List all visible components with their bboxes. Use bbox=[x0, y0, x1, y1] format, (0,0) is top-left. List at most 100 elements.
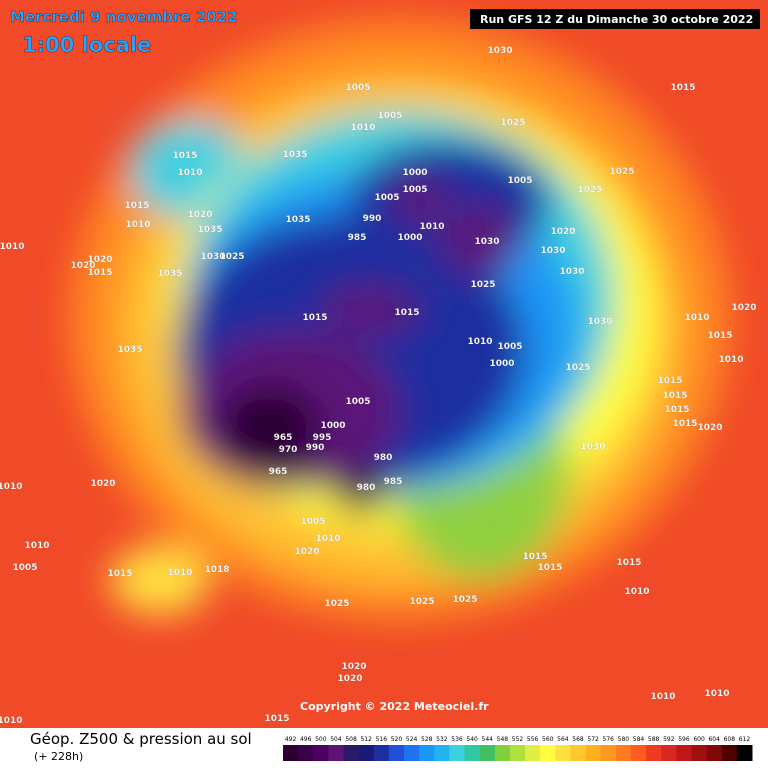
colorbar-label: 552 bbox=[512, 736, 524, 743]
colorbar-label: 556 bbox=[527, 736, 539, 743]
colorbar-label: 608 bbox=[724, 736, 736, 743]
isobar-label: 1035 bbox=[157, 269, 182, 279]
isobar-label: 995 bbox=[313, 433, 332, 443]
isobar-label: 1010 bbox=[350, 123, 375, 133]
isobar-label: 1030 bbox=[540, 246, 565, 256]
colorbar-swatch bbox=[494, 745, 511, 761]
isobar-label: 1015 bbox=[107, 569, 132, 579]
isobar-label: 1030 bbox=[474, 237, 499, 247]
isobar-label: 1010 bbox=[125, 220, 150, 230]
colorbar-swatch bbox=[358, 745, 375, 761]
isobar-label: 1010 bbox=[315, 534, 340, 544]
isobar-label: 985 bbox=[384, 477, 403, 487]
isobar-label: 1010 bbox=[167, 568, 192, 578]
colorbar-label: 492 bbox=[285, 736, 297, 743]
colorbar-label: 592 bbox=[663, 736, 675, 743]
colorbar-swatch bbox=[661, 745, 677, 761]
isobar-label: 980 bbox=[357, 483, 376, 493]
isobar-label: 1020 bbox=[294, 547, 319, 557]
isobar-label: 985 bbox=[348, 233, 367, 243]
colorbar-label: 536 bbox=[451, 736, 463, 743]
colorbar-label: 516 bbox=[376, 736, 388, 743]
isobar-label: 1035 bbox=[282, 150, 307, 160]
footer-title: Géop. Z500 & pression au sol bbox=[30, 730, 252, 748]
copyright: Copyright © 2022 Meteociel.fr bbox=[300, 700, 489, 713]
isobar-label: 990 bbox=[306, 443, 325, 453]
colorbar-label: 540 bbox=[466, 736, 478, 743]
isobar-label: 965 bbox=[274, 433, 293, 443]
isobar-label: 1020 bbox=[70, 261, 95, 271]
isobar-label: 1015 bbox=[537, 563, 562, 573]
colorbar-label: 528 bbox=[421, 736, 433, 743]
colorbar-label: 560 bbox=[542, 736, 554, 743]
colorbar-label: 532 bbox=[436, 736, 448, 743]
isobar-label: 1015 bbox=[672, 419, 697, 429]
colorbar-label: 604 bbox=[708, 736, 720, 743]
isobar-label: 1015 bbox=[394, 308, 419, 318]
isobar-label: 1020 bbox=[187, 210, 212, 220]
isobar-label: 1035 bbox=[285, 215, 310, 225]
colorbar-swatch bbox=[646, 745, 662, 761]
colorbar-swatch bbox=[600, 745, 617, 761]
map bbox=[0, 0, 768, 728]
isobar-label: 1010 bbox=[467, 337, 492, 347]
isobar-label: 1010 bbox=[177, 168, 202, 178]
isobar-label: 970 bbox=[279, 445, 298, 455]
colorbar-swatch bbox=[630, 745, 647, 761]
colorbar-swatch bbox=[585, 745, 602, 761]
colorbar-label: 504 bbox=[330, 736, 342, 743]
colorbar-swatch bbox=[283, 745, 299, 761]
isobar-label: 1030 bbox=[587, 317, 612, 327]
colorbar-swatch bbox=[449, 745, 466, 761]
isobar-label: 1015 bbox=[124, 201, 149, 211]
colorbar-swatch bbox=[464, 745, 481, 761]
isobar-label: 1000 bbox=[397, 233, 422, 243]
colorbar-swatch bbox=[540, 745, 556, 761]
isobar-label: 1005 bbox=[345, 83, 370, 93]
isobar-labels: 1030101510051010100510251015101010351015… bbox=[0, 46, 757, 726]
isobar-label: 1010 bbox=[0, 716, 23, 726]
colorbar-label: 580 bbox=[618, 736, 630, 743]
isobar-label: 1010 bbox=[684, 313, 709, 323]
colorbar-label: 548 bbox=[497, 736, 509, 743]
isobar-label: 1020 bbox=[341, 662, 366, 672]
isobar-label: 1015 bbox=[522, 552, 547, 562]
isobar-label: 1005 bbox=[377, 111, 402, 121]
colorbar-swatch bbox=[706, 745, 723, 761]
colorbar-swatch bbox=[373, 745, 390, 761]
isobar-label: 990 bbox=[363, 214, 382, 224]
isobar-label: 1025 bbox=[219, 252, 244, 262]
date: Mercredi 9 novembre 2022 bbox=[10, 8, 238, 26]
isobar-label: 1035 bbox=[197, 225, 222, 235]
isobar-label: 1000 bbox=[489, 359, 514, 369]
colorbar-swatch bbox=[388, 745, 405, 761]
isobar-label: 1015 bbox=[662, 391, 687, 401]
colorbar-label: 600 bbox=[693, 736, 705, 743]
colorbar-label: 596 bbox=[678, 736, 690, 743]
colorbar-swatch bbox=[313, 745, 329, 761]
isobar-label: 1025 bbox=[409, 597, 434, 607]
isobar-label: 965 bbox=[269, 467, 288, 477]
colorbar-swatch bbox=[479, 745, 496, 761]
colorbar-swatch bbox=[691, 745, 708, 761]
local-time: 1:00 locale bbox=[22, 33, 151, 57]
isobar-label: 1020 bbox=[90, 479, 115, 489]
isobar-label: 1010 bbox=[624, 587, 649, 597]
colorbar-swatch bbox=[525, 745, 541, 761]
isobar-label: 1015 bbox=[616, 558, 641, 568]
isobar-label: 1010 bbox=[650, 692, 675, 702]
footer-lead: (+ 228h) bbox=[34, 750, 83, 763]
isobar-label: 1030 bbox=[200, 252, 225, 262]
colorbar-swatch bbox=[721, 745, 738, 761]
colorbar-swatch bbox=[615, 745, 632, 761]
colorbar-label: 544 bbox=[482, 736, 494, 743]
isobar-label: 1020 bbox=[697, 423, 722, 433]
colorbar-label: 520 bbox=[391, 736, 403, 743]
colorbar-label: 572 bbox=[587, 736, 599, 743]
colorbar-swatch bbox=[434, 745, 450, 761]
colorbar-swatch bbox=[509, 745, 526, 761]
isobar-label: 1020 bbox=[337, 674, 362, 684]
isobar-label: 1010 bbox=[24, 541, 49, 551]
colorbar-swatch bbox=[343, 745, 360, 761]
